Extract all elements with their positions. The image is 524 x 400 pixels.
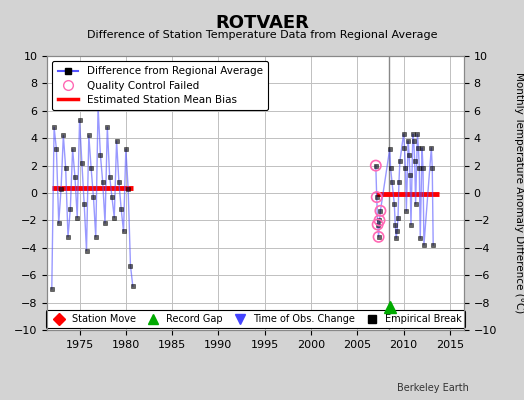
Y-axis label: Monthly Temperature Anomaly Difference (°C): Monthly Temperature Anomaly Difference (… xyxy=(514,72,523,314)
Text: Berkeley Earth: Berkeley Earth xyxy=(397,383,469,393)
Text: ROTVAER: ROTVAER xyxy=(215,14,309,32)
Point xyxy=(376,208,385,214)
Legend: Station Move, Record Gap, Time of Obs. Change, Empirical Break: Station Move, Record Gap, Time of Obs. C… xyxy=(46,310,465,328)
Point xyxy=(375,217,384,224)
Text: Difference of Station Temperature Data from Regional Average: Difference of Station Temperature Data f… xyxy=(87,30,437,40)
Point xyxy=(374,234,383,240)
Point xyxy=(373,194,381,200)
Point xyxy=(374,221,382,228)
Point xyxy=(372,162,380,169)
